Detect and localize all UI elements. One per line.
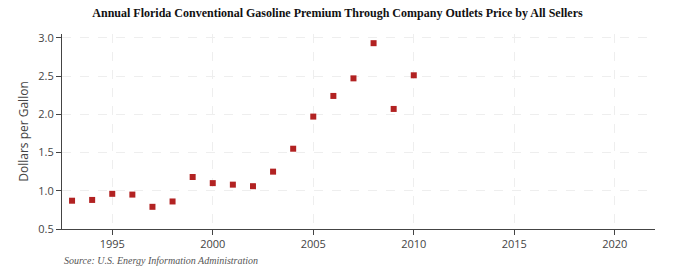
svg-text:2010: 2010: [401, 236, 426, 251]
svg-text:2.5: 2.5: [38, 68, 53, 83]
svg-text:3.0: 3.0: [38, 30, 53, 45]
svg-text:2005: 2005: [301, 236, 326, 251]
svg-text:1.0: 1.0: [38, 183, 53, 198]
svg-text:1995: 1995: [100, 236, 125, 251]
svg-text:Dollars per Gallon: Dollars per Gallon: [15, 81, 32, 182]
svg-text:1.5: 1.5: [38, 144, 53, 159]
svg-text:Source: U.S. Energy Informatio: Source: U.S. Energy Information Administ…: [64, 255, 258, 266]
svg-text:2.0: 2.0: [38, 106, 53, 121]
svg-text:2015: 2015: [502, 236, 527, 251]
svg-text:0.5: 0.5: [38, 221, 53, 236]
svg-text:2000: 2000: [200, 236, 225, 251]
svg-text:2020: 2020: [602, 236, 627, 251]
svg-text:Annual Florida Conventional Ga: Annual Florida Conventional Gasoline Pre…: [92, 6, 583, 20]
